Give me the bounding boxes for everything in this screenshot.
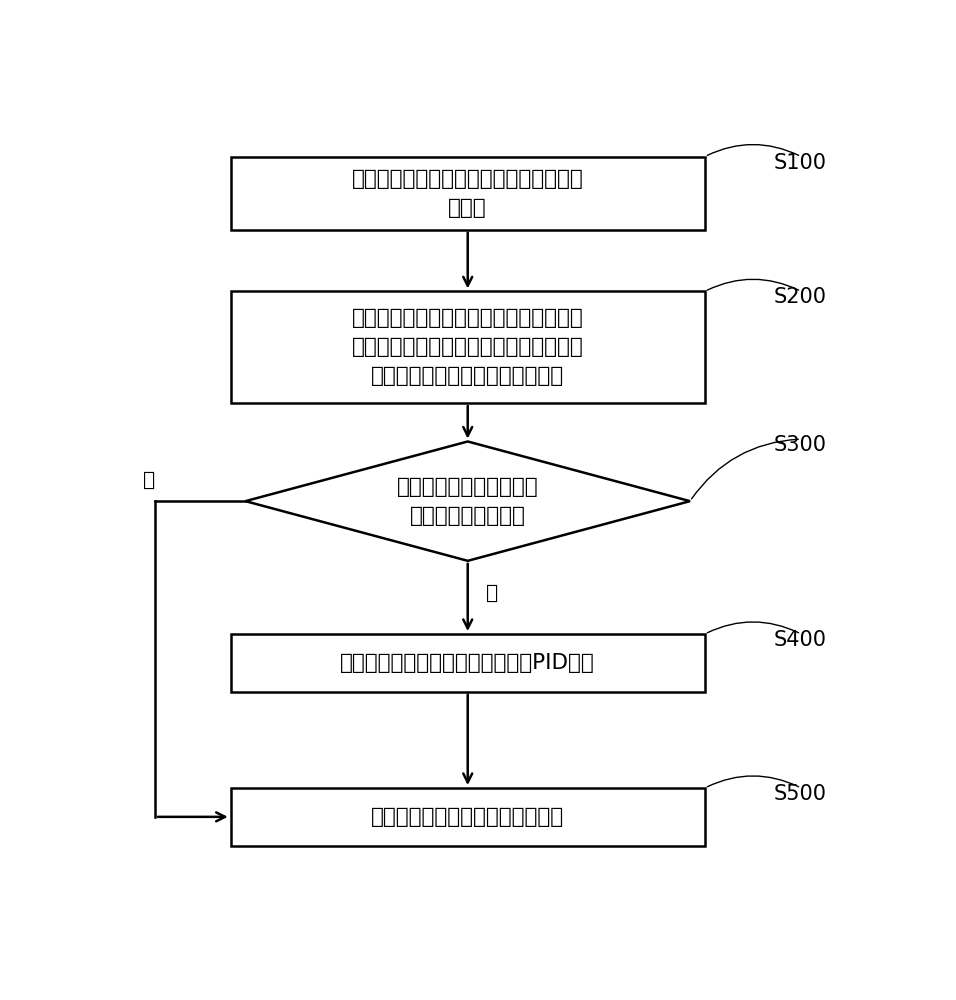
Text: 是: 是	[487, 584, 498, 603]
FancyBboxPatch shape	[230, 788, 705, 846]
Text: S400: S400	[774, 630, 827, 650]
Text: 获取当前环境中至少两个温度检测点的温
度数据: 获取当前环境中至少两个温度检测点的温 度数据	[352, 169, 583, 218]
Text: S200: S200	[774, 287, 827, 307]
FancyBboxPatch shape	[230, 291, 705, 403]
FancyBboxPatch shape	[230, 157, 705, 230]
Text: 否: 否	[143, 471, 155, 490]
Text: S500: S500	[774, 784, 827, 804]
Text: 根据温度数据，确定各个温度检测点的平
均温度值，并确定平均温度值与目标温度
值之间的温度差，作为第一温度差: 根据温度数据，确定各个温度检测点的平 均温度值，并确定平均温度值与目标温度 值之…	[352, 308, 583, 386]
FancyBboxPatch shape	[230, 634, 705, 692]
Text: 对当前环境的温度进行变论域模糊PID控制: 对当前环境的温度进行变论域模糊PID控制	[340, 653, 595, 673]
Text: S300: S300	[774, 435, 827, 455]
Text: S100: S100	[774, 153, 827, 173]
Text: 确定第一温度差是否超过
第一温度差阈值范围: 确定第一温度差是否超过 第一温度差阈值范围	[397, 477, 538, 526]
Text: 对当前环境的温度均匀性进行控制: 对当前环境的温度均匀性进行控制	[371, 807, 564, 827]
Polygon shape	[246, 441, 690, 561]
